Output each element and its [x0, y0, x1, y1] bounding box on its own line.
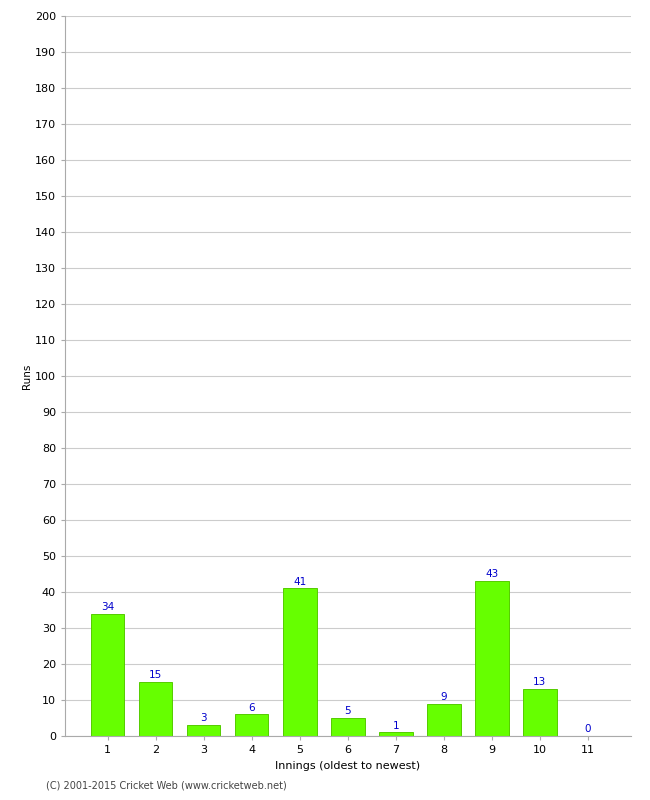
Text: 41: 41	[293, 577, 306, 586]
Y-axis label: Runs: Runs	[22, 363, 32, 389]
Text: (C) 2001-2015 Cricket Web (www.cricketweb.net): (C) 2001-2015 Cricket Web (www.cricketwe…	[46, 781, 286, 790]
Text: 1: 1	[393, 721, 399, 730]
Text: 43: 43	[486, 570, 499, 579]
Text: 15: 15	[149, 670, 162, 680]
Bar	[523, 690, 557, 736]
Bar	[91, 614, 124, 736]
X-axis label: Innings (oldest to newest): Innings (oldest to newest)	[275, 761, 421, 770]
Bar	[379, 733, 413, 736]
Text: 9: 9	[441, 692, 447, 702]
Bar	[331, 718, 365, 736]
Text: 13: 13	[533, 678, 547, 687]
Text: 6: 6	[248, 702, 255, 713]
Bar	[138, 682, 172, 736]
Bar	[235, 714, 268, 736]
Bar	[427, 704, 461, 736]
Bar	[187, 726, 220, 736]
Bar	[283, 589, 317, 736]
Text: 5: 5	[344, 706, 351, 716]
Text: 3: 3	[200, 714, 207, 723]
Text: 34: 34	[101, 602, 114, 612]
Text: 0: 0	[585, 724, 592, 734]
Bar	[475, 581, 509, 736]
